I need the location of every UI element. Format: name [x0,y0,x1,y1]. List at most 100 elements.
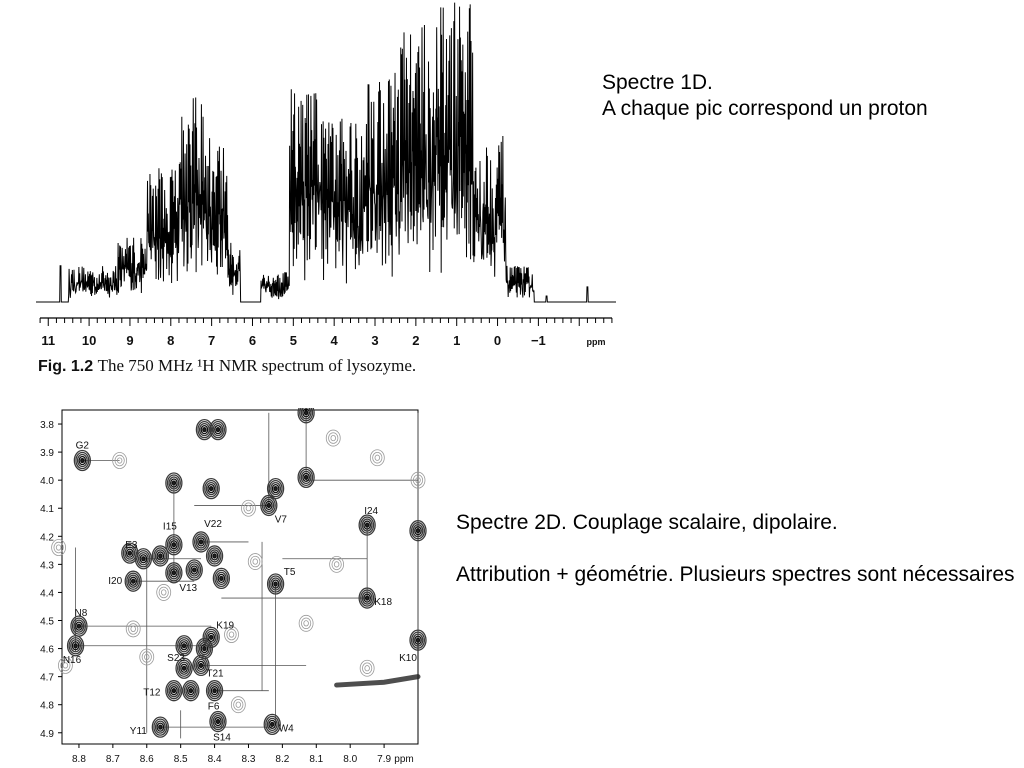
spectre-1d-note: Spectre 1D. A chaque pic correspond un p… [602,70,928,122]
y-tick-label: 4.5 [40,617,54,628]
figure-caption-label: Fig. 1.2 [38,358,94,375]
cross-peak-w4 [263,713,281,736]
x-axis-label: ppm [394,754,413,765]
cross-peak-y11 [151,716,169,738]
y-tick-label: 4.8 [40,701,54,712]
cross-peak-e3 [134,548,153,570]
cross-peak [165,472,183,494]
y-tick-label: 4.1 [40,504,54,515]
cross-peak-n16 [66,635,85,657]
peak-label-i20: I20 [108,576,122,587]
nmr-1d-spectrum: 11 10 9 8 7 6 5 4 3 2 1 0 −1 ppm [36,2,616,348]
y-tick-label: 4.3 [40,560,54,571]
peak-label-t21: T21 [206,668,224,679]
peak-label-k19: K19 [216,620,234,631]
cross-peak [224,626,239,643]
x-tick-label: 10 [82,333,96,348]
x-tick-label: 8.7 [106,754,120,765]
cross-peak [247,553,263,570]
spectre-2d-description: Attribution + géométrie. Plusieurs spect… [456,563,1015,586]
cross-peak [175,635,193,657]
cross-peak-v7 [260,494,278,517]
cross-peak-k10 [409,629,427,651]
peak-label-s14: S14 [213,733,231,744]
y-tick-label: 4.0 [40,476,54,487]
spectre-2d-title: Spectre 2D. Couplage scalaire, dipolaire… [456,511,838,534]
cross-peak [57,657,73,674]
cross-peak-t5 [266,573,285,595]
x-tick-label: 4 [331,333,339,348]
cross-peak [209,418,227,441]
x-tick-label: 8.8 [72,754,86,765]
cross-peak-t12 [165,680,183,702]
spectre-1d-title: Spectre 1D. [602,71,713,94]
peak-label-v22: V22 [204,519,222,530]
peak-label-n8: N8 [75,608,88,619]
cross-peak [205,545,224,567]
peak-label-i24: I24 [364,506,378,517]
peak-label-v13: V13 [179,583,197,594]
cross-peak-k18 [358,587,376,609]
cross-peak-v13 [185,559,203,581]
y-tick-label: 3.8 [40,420,54,431]
x-tick-label: 8.3 [242,754,256,765]
cross-peak [156,584,172,601]
cross-peak-i20 [124,570,142,592]
cross-peak [297,408,315,424]
x-tick-label: 0 [494,333,501,348]
cross-peak [112,452,128,469]
peak-label-f6: F6 [208,702,220,713]
cross-peak [182,680,200,702]
spacer [456,536,1016,562]
peak-label-t12: T12 [143,688,161,699]
x-tick-label: 6 [249,333,256,348]
cross-peak [139,648,155,666]
cross-peak [212,567,231,590]
spectrum-trace [36,2,616,303]
x-tick-label: −1 [531,333,546,348]
spectre-2d-note: Spectre 2D. Couplage scalaire, dipolaire… [456,510,1016,588]
x-tick-label: 7.9 [377,754,391,765]
nmr-2d-spectrum: 3.8 3.9 4.0 4.1 4.2 4.3 4.4 4.5 4.6 4.7 4.8 4.9 8.8 8… [40,408,427,765]
x-tick-label: 1 [453,333,460,348]
cross-peak [266,477,285,500]
x-axis-label: ppm [587,337,606,347]
x-tick-label: 8.2 [275,754,289,765]
cross-peak-t21 [192,654,210,677]
cross-peak [202,477,220,500]
cross-peak-k19 [202,626,220,648]
peak-label-w4: W4 [279,723,294,734]
cross-peak [151,545,169,567]
x-tick-label: 11 [41,333,55,348]
x-tick-label: 3 [371,333,378,348]
peak-label-k18: K18 [374,597,392,608]
peak-label-y11: Y11 [130,726,147,737]
figure-caption-text: The 750 MHz ¹H NMR spectrum of lysozyme. [97,356,417,375]
cross-peak [409,520,427,542]
x-tick-label: 8 [167,333,174,348]
y-tick-label: 4.7 [40,673,54,684]
y-tick-label: 4.4 [40,588,54,599]
cross-peak-i15 [165,534,183,556]
y-tick-label: 4.6 [40,645,54,656]
peak-label-t5: T5 [284,567,296,578]
peak-label-k10: K10 [399,653,417,664]
x-tick-label: 2 [412,333,419,348]
x-tick-label: 8.1 [309,754,323,765]
peak-label-v7: V7 [275,514,288,525]
x-tick-label: 8.0 [343,754,357,765]
cross-peak [125,620,141,638]
cross-peak [241,499,256,517]
peak-label-i15: I15 [163,522,177,533]
y-tick-label: 4.2 [40,532,54,543]
cross-peak [359,659,375,677]
peak-label-s23: S23 [167,653,185,664]
y-tick-label: 3.9 [40,448,54,459]
y-tick-label: 4.9 [40,729,54,740]
cross-peak-f6 [205,680,224,702]
x-tick-label: 8.4 [208,754,222,765]
x-tick-label: 8.6 [140,754,154,765]
x-tick-label: 5 [290,333,297,348]
cross-peak-s23 [175,657,193,679]
cross-peak-i24 [358,514,376,536]
